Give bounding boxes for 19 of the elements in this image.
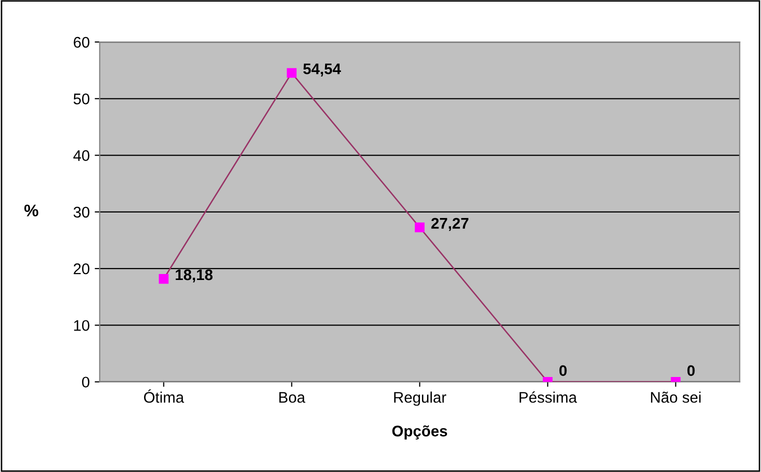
x-axis-title: Opções	[392, 425, 448, 440]
data-label: 0	[687, 365, 695, 376]
x-tick-label: Não sei	[651, 392, 701, 403]
y-tick-label: 40	[73, 150, 90, 161]
y-tick-label: 60	[74, 36, 90, 48]
data-label: 0	[559, 365, 567, 376]
data-label: 18,18	[176, 269, 213, 282]
x-tick-label: Ótima	[144, 389, 184, 403]
data-label: 27,27	[431, 218, 468, 231]
y-tick-label: 10	[74, 320, 90, 331]
x-tick-label: Péssima	[520, 391, 577, 403]
x-tick-label: Boa	[279, 392, 306, 403]
y-tick-label: 0	[82, 376, 90, 388]
y-tick-label: 20	[74, 263, 90, 274]
y-axis-title: %	[24, 204, 38, 216]
y-tick-label: 30	[74, 206, 90, 218]
y-tick-label: 50	[74, 94, 90, 104]
x-tick-label: Regular	[394, 392, 446, 406]
data-label: 54,54	[303, 64, 341, 76]
